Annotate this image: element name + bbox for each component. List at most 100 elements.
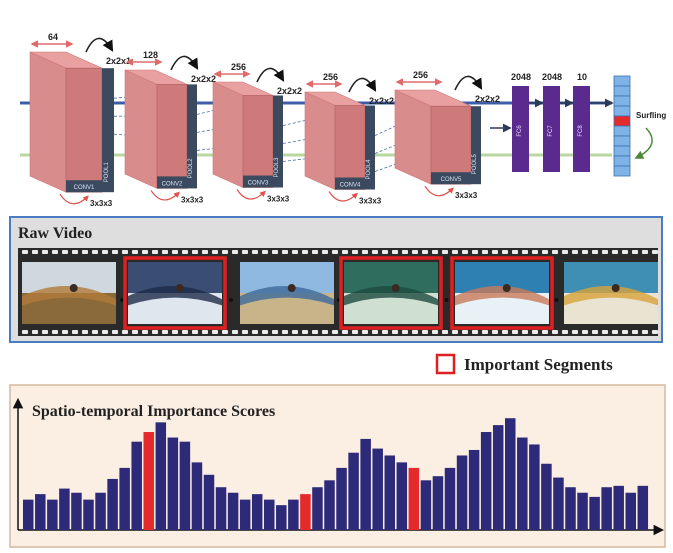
pool-size: 2x2x2 [369, 96, 394, 106]
conv-front-face [156, 84, 188, 189]
kernel-size: 3x3x3 [181, 195, 204, 204]
surfer-figure [391, 284, 400, 293]
output-cell [613, 95, 631, 107]
output-cell [613, 145, 631, 157]
feedback-arrow [634, 127, 653, 159]
surfer-figure [175, 284, 184, 293]
conv-side-face [394, 89, 432, 185]
raw-video-title: Raw Video [18, 225, 92, 242]
pool-size: 2x2x2 [191, 74, 216, 84]
kernel-curve-arrow [328, 191, 358, 202]
important-highlight [123, 256, 227, 330]
fc-label: FC6 [517, 125, 523, 137]
conv-label: CONV1 [74, 185, 95, 191]
fc-bar [573, 86, 590, 172]
importance-bar [47, 499, 58, 530]
importance-bar [444, 467, 456, 530]
frame-wave [128, 285, 222, 306]
conv-side-face [124, 69, 158, 189]
importance-bar [360, 438, 371, 530]
importance-bar [517, 437, 528, 530]
pool-slab [471, 106, 481, 185]
importance-bar [601, 487, 612, 530]
importance-bar-highlighted [408, 467, 420, 530]
importance-bar [589, 496, 600, 530]
conv-label: CONV3 [248, 181, 269, 187]
importance-bar [107, 478, 118, 530]
film-strip [18, 248, 658, 336]
importance-bar [553, 477, 564, 530]
output-cell [613, 105, 631, 117]
conv-label: CONV4 [340, 183, 361, 189]
legend: Important Segments [435, 353, 613, 375]
channel-count: 128 [143, 50, 158, 60]
pool-label: POOL5 [472, 154, 478, 175]
conv-front-face [430, 105, 472, 185]
importance-bar [529, 444, 540, 530]
output-cell-active [613, 115, 631, 127]
surfer-figure [287, 284, 296, 293]
output-cell [613, 125, 631, 137]
conv-label-strip [431, 172, 471, 185]
conv-label-strip [243, 175, 273, 188]
importance-bar [384, 455, 395, 530]
conv-block-3: CONV3 POOL3 256 2x2x2 3x3x3 [212, 62, 302, 204]
importance-bar [251, 494, 263, 530]
importance-bar [541, 463, 552, 530]
kernel-curve-arrow [424, 185, 454, 197]
fc-label: FC8 [578, 125, 584, 137]
fc-bar [543, 86, 560, 172]
importance-bar [625, 492, 636, 530]
importance-bar [35, 494, 46, 530]
frame-separator-dot [444, 298, 449, 302]
surfer-figure [69, 284, 78, 293]
importance-bar [59, 488, 70, 530]
frame-wave [455, 285, 549, 306]
video-frame-4 [339, 256, 443, 330]
importance-bar [420, 480, 432, 530]
output-cell [613, 135, 631, 147]
importance-bar [372, 448, 383, 530]
importance-bar [288, 499, 299, 530]
legend-label: Important Segments [464, 355, 613, 374]
kernel-curve-arrow [150, 190, 180, 201]
importance-bar [432, 476, 444, 530]
importance-bar [396, 462, 408, 530]
importance-bar-highlighted [300, 494, 311, 530]
importance-bar [155, 422, 167, 530]
frame-wave [240, 285, 334, 306]
pool-curve-arrow [454, 75, 483, 91]
pool-curve-arrow [170, 55, 199, 71]
kernel-size: 3x3x3 [455, 191, 478, 200]
importance-chart: Spatio-temporal Importance Scores [9, 384, 666, 548]
dashed-connection [374, 137, 414, 154]
kernel-curve-arrow [59, 193, 89, 205]
fc-layer-3: FC8 10 [573, 72, 590, 172]
legend-swatch [435, 353, 456, 375]
video-frame-1 [22, 262, 116, 324]
raw-video-panel: Raw Video [9, 216, 663, 343]
conv-label-strip [157, 176, 187, 189]
importance-bar [577, 492, 588, 530]
pool-slab [273, 95, 283, 188]
importance-bar [336, 467, 347, 530]
importance-bar [167, 437, 179, 530]
importance-bar [480, 432, 492, 530]
importance-bar [348, 452, 359, 530]
importance-bar [119, 467, 130, 530]
frame-wave [344, 285, 438, 306]
importance-bar [131, 441, 142, 530]
important-highlight [450, 256, 554, 330]
fc-bar [512, 86, 529, 172]
conv-block-5: CONV5 POOL5 256 2x2x2 3x3x3 [394, 70, 500, 200]
conv-label: CONV2 [162, 181, 183, 187]
output-cell [613, 75, 631, 87]
c3d-network-diagram: CONV1 POOL1 64 2x2x1 3x3x3 CONV2 POOL2 128 2x2x2… [20, 32, 666, 208]
pool-curve-arrow [85, 37, 114, 53]
importance-bar [264, 499, 275, 530]
importance-bar [312, 487, 323, 530]
conv-front-face [65, 67, 103, 193]
video-frame-2 [123, 256, 227, 330]
frame-wave [564, 285, 658, 306]
surfer-figure [502, 284, 511, 293]
